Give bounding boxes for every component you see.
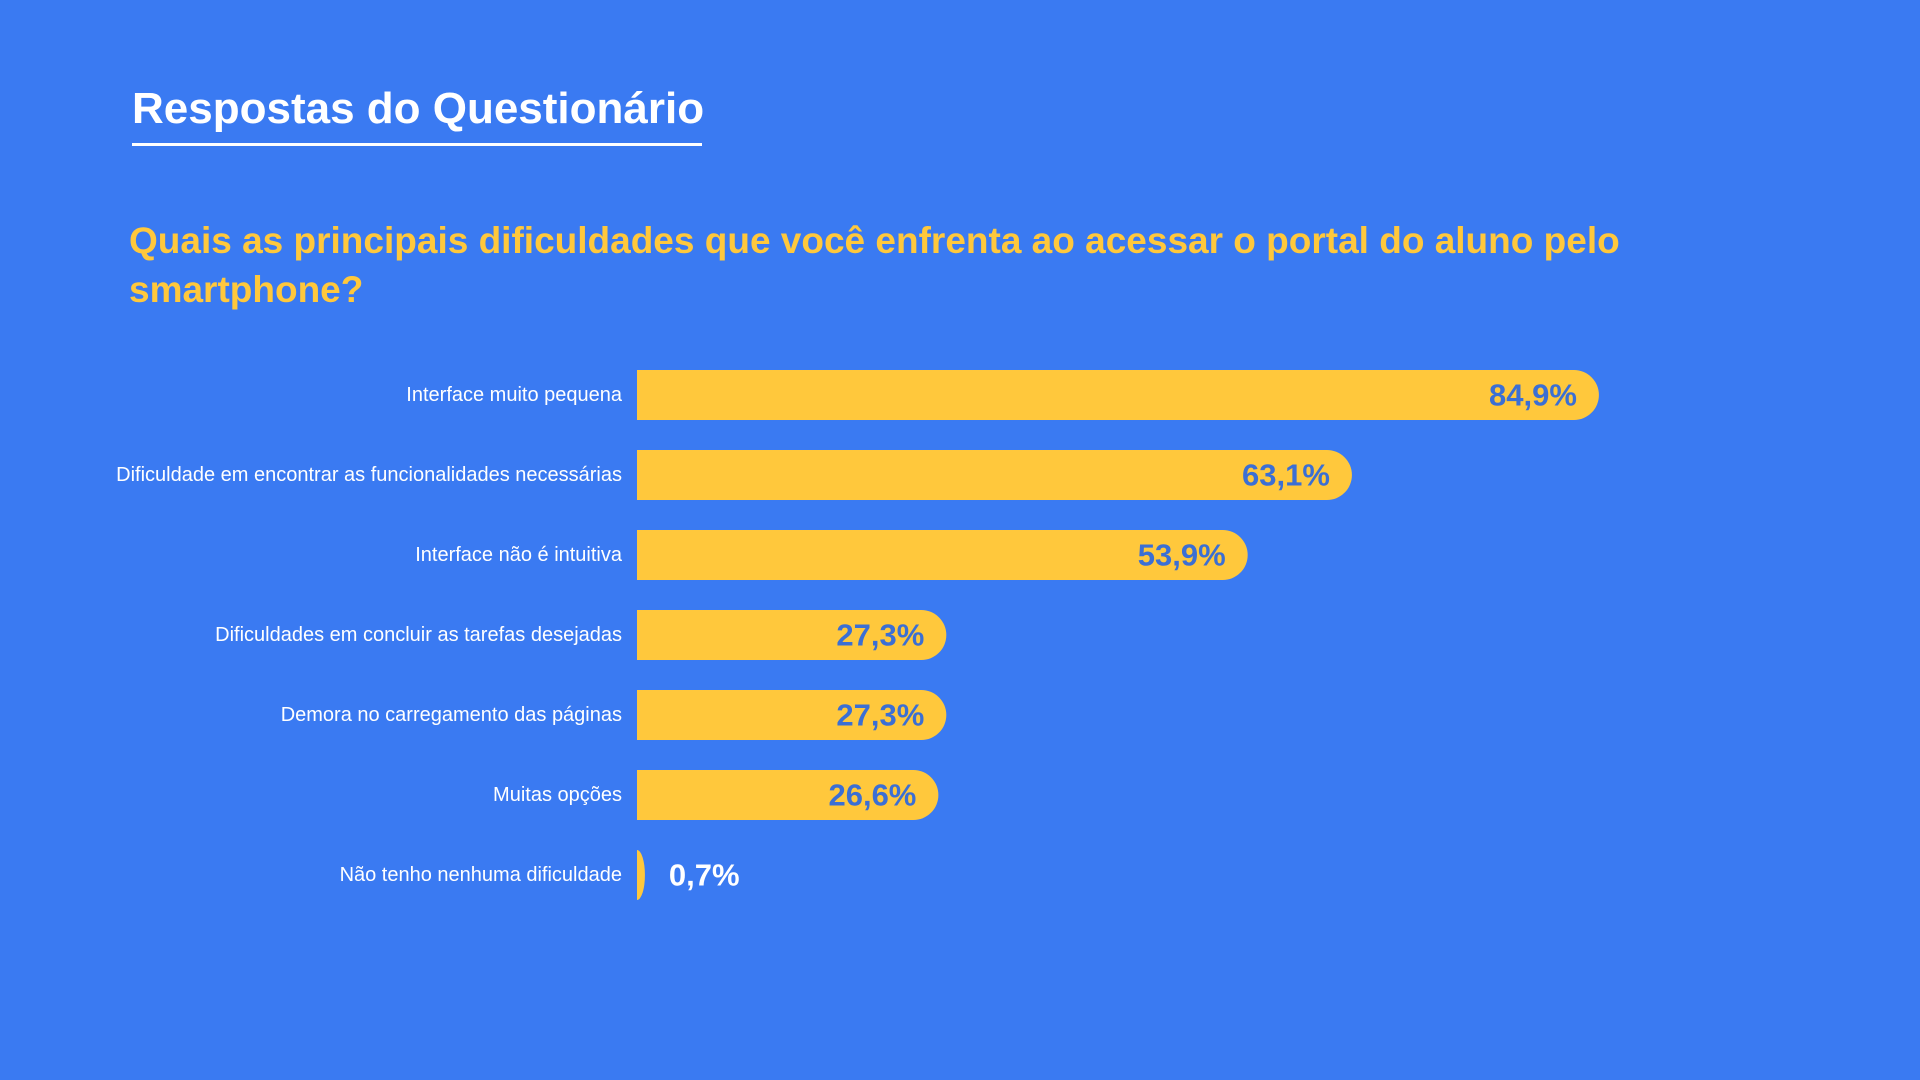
bar bbox=[637, 530, 1248, 580]
category-label: Interface não é intuitiva bbox=[415, 544, 623, 566]
category-label: Não tenho nenhuma dificuldade bbox=[340, 864, 622, 886]
category-label: Dificuldades em concluir as tarefas dese… bbox=[215, 624, 622, 646]
category-label: Interface muito pequena bbox=[406, 384, 623, 406]
page-title: Respostas do Questionário bbox=[132, 84, 705, 133]
value-label: 53,9% bbox=[1138, 538, 1226, 573]
value-label: 27,3% bbox=[836, 618, 924, 653]
category-label: Muitas opções bbox=[493, 784, 622, 806]
bar bbox=[637, 610, 947, 660]
value-label: 26,6% bbox=[828, 778, 916, 813]
category-label: Demora no carregamento das páginas bbox=[281, 704, 622, 726]
bar bbox=[637, 850, 645, 900]
value-label: 84,9% bbox=[1489, 378, 1577, 413]
value-label: 0,7% bbox=[669, 858, 740, 893]
title-underline bbox=[132, 143, 702, 146]
value-label: 63,1% bbox=[1242, 458, 1330, 493]
bar bbox=[637, 690, 947, 740]
category-label: Dificuldade em encontrar as funcionalida… bbox=[116, 464, 622, 486]
bar bbox=[637, 770, 939, 820]
bar bbox=[637, 370, 1599, 420]
question-text: Quais as principais dificuldades que voc… bbox=[129, 220, 1620, 310]
value-label: 27,3% bbox=[836, 698, 924, 733]
bar bbox=[637, 450, 1352, 500]
